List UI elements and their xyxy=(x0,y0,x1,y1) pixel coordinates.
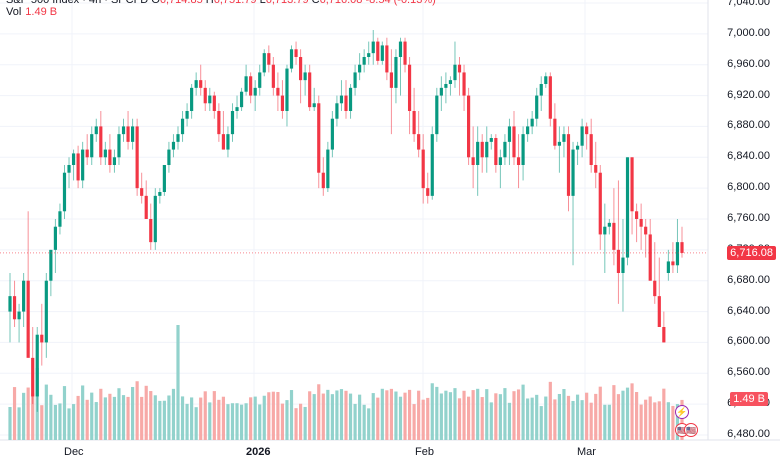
volume-tag: 1.49 B xyxy=(730,392,768,406)
price-axis-tick: 7,040.00 xyxy=(727,0,770,8)
price-axis-tick: 7,000.00 xyxy=(727,26,770,39)
price-axis-tick: 6,760.00 xyxy=(727,212,770,224)
price-axis-tick: 6,880.00 xyxy=(727,119,770,132)
volume-value: 1.49 B xyxy=(25,6,58,18)
price-axis-tick: 6,680.00 xyxy=(727,273,770,286)
volume-label: Vol xyxy=(6,6,22,18)
price-axis-tick: 6,840.00 xyxy=(727,150,770,163)
symbol-name: S&P 500 Index · 4h · SPCFD xyxy=(6,0,149,6)
close-value: 6,716.08 xyxy=(319,0,363,6)
time-axis-tick: 2026 xyxy=(246,446,271,458)
time-axis-tick: Dec xyxy=(64,446,84,458)
price-axis-tick: 6,640.00 xyxy=(727,304,770,317)
volume-legend[interactable]: Vol 1.49 B xyxy=(6,6,57,18)
price-axis-tick: 6,800.00 xyxy=(727,181,770,194)
low-value: 6,713.79 xyxy=(265,0,309,6)
change-value: -8.54 (-0.13%) xyxy=(365,0,436,6)
price-axis-tick: 6,560.00 xyxy=(727,366,770,379)
high-value: 6,751.79 xyxy=(213,0,257,6)
price-axis-tick: 6,920.00 xyxy=(727,88,770,101)
time-axis-tick: Feb xyxy=(415,446,434,458)
last-price-tag: 6,716.08 xyxy=(727,246,776,260)
open-value: 6,714.85 xyxy=(159,0,203,6)
open-label: O xyxy=(151,0,160,6)
price-axis-tick: 6,480.00 xyxy=(727,428,770,440)
time-axis-tick: Mar xyxy=(577,446,596,458)
close-label: C xyxy=(311,0,320,6)
low-label: L xyxy=(259,0,266,6)
high-label: H xyxy=(205,0,214,6)
price-axis-tick: 6,960.00 xyxy=(727,57,770,70)
us-flag-event-icon-2[interactable]: 🇺🇸 xyxy=(684,423,698,437)
lightning-event-icon[interactable]: ⚡ xyxy=(675,405,689,419)
symbol-legend: S&P 500 Index · 4h · SPCFD O6,714.85 H6,… xyxy=(6,0,436,6)
price-axis-tick: 6,600.00 xyxy=(727,335,770,348)
